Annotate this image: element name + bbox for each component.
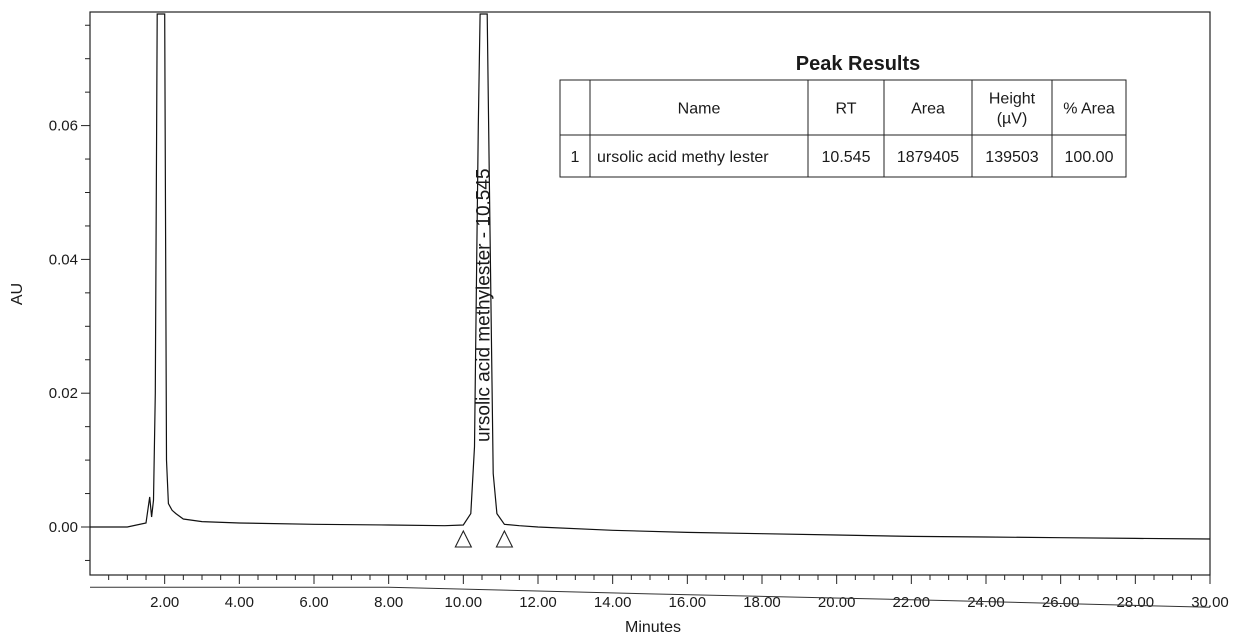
y-tick-label: 0.00 — [49, 519, 78, 536]
y-tick-label: 0.04 — [49, 251, 78, 268]
peak-table-header: % Area — [1063, 101, 1115, 118]
x-tick-label: 2.00 — [150, 594, 179, 611]
peak-label: ursolic acid methylester - 10.545 — [474, 168, 495, 442]
peak-table-header: Name — [678, 101, 721, 118]
x-tick-label: 4.00 — [225, 594, 254, 611]
x-tick-label: 6.00 — [299, 594, 328, 611]
x-tick-label: 8.00 — [374, 594, 403, 611]
peak-results-table: Peak Results 1 Name ursolic acid methy lest… — [559, 53, 1127, 178]
x-tick-label: 24.00 — [967, 594, 1005, 611]
x-axis: 2.00 4.00 6.00 8.00 10.00 12.00 14.00 16.00 18.0… — [108, 575, 1229, 611]
peak-table-cell: 1879405 — [897, 149, 959, 166]
x-tick-label: 20.00 — [818, 594, 856, 611]
plot-frame — [89, 11, 1211, 576]
x-tick-label: 28.00 — [1117, 594, 1155, 611]
y-tick-label: 0.08 — [49, 0, 78, 1]
integration-marker — [495, 529, 514, 548]
x-tick-label: 30.00 — [1191, 594, 1229, 611]
x-tick-label: 16.00 — [669, 594, 707, 611]
peak-table-title: Peak Results — [796, 53, 921, 75]
integration-marker — [454, 529, 473, 548]
x-tick-label: 10.00 — [445, 594, 483, 611]
peak-table-cell: ursolic acid methy lester — [597, 149, 769, 166]
peak-table-header: RT — [835, 101, 856, 118]
y-tick-label: 0.02 — [49, 385, 78, 402]
x-tick-label: 12.00 — [519, 594, 557, 611]
y-axis: 0.000.020.040.060.080.100.120.14 — [49, 0, 90, 561]
series-layer — [90, 13, 1211, 608]
peak-table-header: Area — [911, 101, 945, 118]
peak-table-header: Height (µV) — [989, 91, 1036, 128]
x-tick-label: 14.00 — [594, 594, 632, 611]
chromatogram-trace — [90, 13, 1211, 540]
x-axis-title: Minutes — [625, 619, 681, 636]
integration-markers — [454, 529, 514, 548]
peak-table-cell: 139503 — [985, 149, 1038, 166]
lower-baseline — [90, 586, 1211, 608]
x-tick-label: 22.00 — [893, 594, 931, 611]
peak-annotations: ursolic acid methylester - 10.545 — [474, 168, 495, 442]
peak-table-cell: 100.00 — [1065, 149, 1114, 166]
y-tick-label: 0.06 — [49, 118, 78, 135]
peak-table-cell: 1 — [571, 149, 580, 166]
x-tick-label: 18.00 — [743, 594, 781, 611]
y-axis-title: AU — [9, 283, 26, 305]
peak-table-border — [559, 79, 1127, 178]
x-tick-label: 26.00 — [1042, 594, 1080, 611]
peak-table-cell: 10.545 — [822, 149, 871, 166]
